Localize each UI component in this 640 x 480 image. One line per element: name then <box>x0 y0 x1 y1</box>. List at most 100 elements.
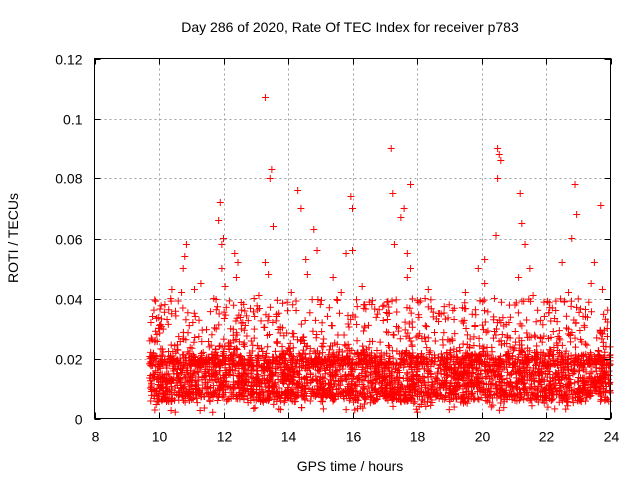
data-point <box>483 397 491 405</box>
data-point <box>300 333 308 341</box>
data-point <box>365 344 373 352</box>
data-point <box>495 378 503 386</box>
data-point <box>420 357 428 365</box>
data-point <box>317 397 325 405</box>
data-point <box>249 386 257 394</box>
data-point <box>491 328 499 336</box>
data-point <box>344 340 352 348</box>
data-point <box>463 331 471 339</box>
data-point <box>307 369 315 377</box>
data-point <box>275 384 283 392</box>
data-point <box>385 303 393 311</box>
data-point <box>347 193 355 200</box>
data-point <box>373 310 381 318</box>
data-point <box>254 370 262 378</box>
data-point <box>163 380 171 388</box>
data-point <box>255 377 263 385</box>
data-point <box>360 304 368 312</box>
data-point <box>178 389 186 397</box>
data-point <box>206 372 214 380</box>
data-point <box>345 354 353 362</box>
data-point <box>333 296 341 304</box>
data-point <box>366 393 374 401</box>
data-point <box>333 340 341 348</box>
data-point <box>516 341 524 349</box>
data-point <box>337 360 345 368</box>
data-point <box>306 397 314 405</box>
data-point <box>575 389 583 397</box>
data-point <box>240 341 248 349</box>
data-point <box>543 373 551 381</box>
data-point <box>354 396 362 404</box>
data-point <box>514 380 522 388</box>
data-point <box>276 329 284 337</box>
data-point <box>563 356 571 364</box>
data-point <box>266 364 274 372</box>
data-point <box>255 361 263 369</box>
data-point <box>213 370 221 378</box>
data-point <box>508 360 516 368</box>
data-point <box>215 321 223 329</box>
data-point <box>179 328 187 336</box>
data-point <box>158 359 166 367</box>
data-point <box>389 360 397 368</box>
data-point <box>298 375 306 383</box>
data-point <box>179 351 187 359</box>
data-point <box>397 214 405 221</box>
data-point <box>382 309 390 317</box>
data-point <box>163 316 171 323</box>
data-point <box>547 317 555 325</box>
y-tick-label: 0.08 <box>55 171 82 187</box>
data-point <box>233 331 241 339</box>
data-point <box>260 323 268 331</box>
data-point <box>587 386 595 394</box>
data-point <box>356 402 364 410</box>
data-point <box>549 360 557 368</box>
data-point <box>487 373 495 381</box>
data-point <box>512 299 520 307</box>
data-point <box>229 392 237 400</box>
data-point <box>569 367 577 375</box>
data-point <box>306 309 314 317</box>
data-point <box>317 360 325 368</box>
data-point <box>233 360 241 368</box>
data-point <box>329 372 337 380</box>
data-point <box>555 398 563 406</box>
data-point <box>328 360 336 368</box>
data-point <box>598 335 606 343</box>
data-point <box>500 340 508 348</box>
data-point <box>458 375 466 383</box>
data-point <box>368 297 376 305</box>
data-point <box>579 357 587 365</box>
data-point <box>250 334 258 342</box>
data-point <box>595 351 603 359</box>
data-point <box>450 394 458 402</box>
data-point <box>319 343 327 351</box>
x-tick-label: 8 <box>92 429 100 445</box>
data-point <box>218 265 226 272</box>
data-point <box>229 371 237 379</box>
data-point <box>516 366 524 374</box>
data-point <box>549 395 557 403</box>
data-point <box>475 334 483 342</box>
data-point <box>382 364 390 372</box>
data-point <box>503 374 511 382</box>
data-point <box>481 256 489 263</box>
data-point <box>578 381 586 389</box>
data-point <box>303 379 311 387</box>
data-point <box>287 289 295 296</box>
data-point <box>241 382 249 390</box>
data-point <box>168 310 176 318</box>
data-point <box>430 328 438 336</box>
data-point <box>218 360 226 368</box>
data-point <box>383 349 391 357</box>
data-point <box>195 373 203 381</box>
data-point <box>470 333 478 341</box>
data-point <box>320 375 328 383</box>
data-point <box>606 387 614 395</box>
data-point <box>408 365 416 373</box>
data-point <box>571 334 579 342</box>
data-point <box>545 367 553 375</box>
data-point <box>200 404 208 412</box>
data-point <box>147 319 155 326</box>
